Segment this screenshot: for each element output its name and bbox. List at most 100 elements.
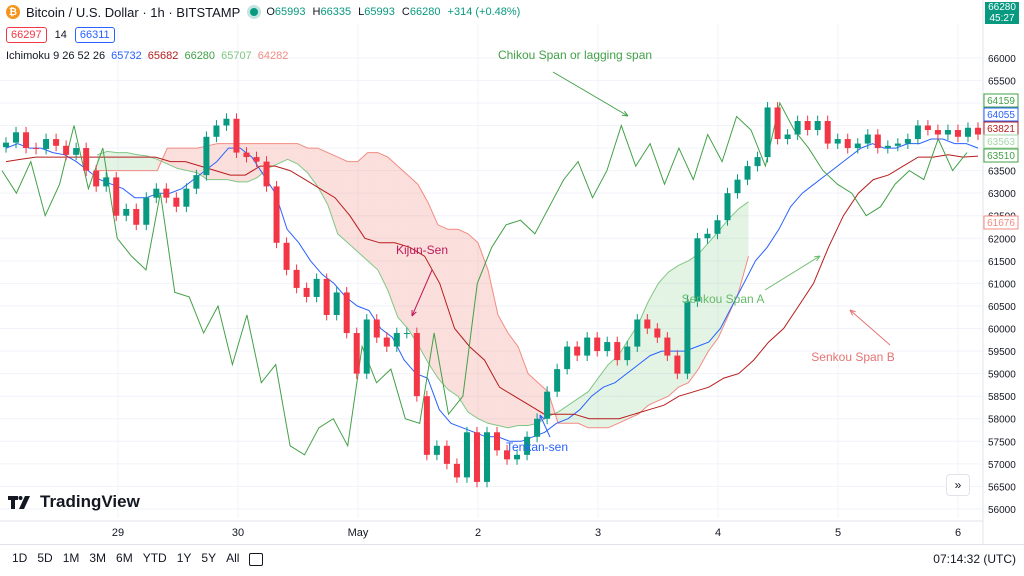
- candle-body: [323, 278, 330, 315]
- cloud-segment: [658, 272, 669, 401]
- candle-body: [13, 132, 20, 143]
- timeframe-ytd[interactable]: YTD: [142, 551, 167, 565]
- candle-body: [774, 107, 781, 140]
- timeframe-selector: 1D 5D 1M 3M 6M YTD 1Y 5Y All: [12, 551, 264, 566]
- price-tick-label: 63000: [988, 189, 1016, 200]
- cloud-segment: [137, 154, 148, 171]
- cloud-segment: [387, 157, 398, 318]
- scroll-to-realtime-button[interactable]: »: [946, 474, 970, 496]
- candle-body: [954, 130, 961, 137]
- candle-body: [594, 337, 601, 352]
- candle-body: [574, 346, 581, 356]
- candle-body: [964, 127, 971, 137]
- bottom-toolbar: 1D 5D 1M 3M 6M YTD 1Y 5Y All 07:14:32 (U…: [0, 544, 1024, 575]
- annotation-arrowhead: [849, 309, 856, 316]
- candle-body: [333, 292, 340, 315]
- cloud-segment: [407, 175, 418, 345]
- time-tick-label: 3: [595, 527, 601, 539]
- timeframe-1y[interactable]: 1Y: [176, 551, 192, 565]
- candle-body: [674, 355, 681, 374]
- brand-name: TradingView: [40, 492, 140, 511]
- sell-button[interactable]: 66297: [6, 27, 47, 43]
- time-axis: 29 30 May 2 3 4 5 6: [0, 520, 983, 539]
- symbol-title[interactable]: Bitcoin / U.S. Dollar · 1h · BITSTAMP: [26, 4, 241, 20]
- spread-value: 14: [54, 29, 67, 41]
- tenkan-value: 65732: [111, 50, 142, 62]
- candle-body: [764, 107, 771, 158]
- price-tick-label: 56000: [988, 505, 1016, 516]
- utc-clock[interactable]: 07:14:32 (UTC): [933, 552, 1016, 566]
- candle-body: [634, 319, 641, 347]
- ohlc-values: O65993 H66335 L65993 C66280 +314 (+0.48%…: [266, 6, 521, 18]
- cloud-segment: [668, 265, 679, 397]
- cloud-segment: [167, 148, 178, 169]
- candle-body: [73, 148, 80, 155]
- price-axis-badge-box: [983, 215, 1019, 230]
- cloud-segment: [498, 314, 509, 428]
- cloud-segment: [477, 242, 488, 424]
- cloud-segment: [578, 391, 589, 428]
- cloud-segment: [638, 301, 649, 415]
- cloud-segment: [357, 152, 368, 261]
- price-axis-badge: 61676: [983, 215, 1019, 230]
- timeframe-5d[interactable]: 5D: [37, 551, 53, 565]
- cloud-segment: [117, 152, 128, 171]
- candle-body: [794, 120, 801, 135]
- price-axis-badge-label: 63563: [987, 137, 1015, 148]
- annotation-label: Kijun-Sen: [396, 243, 448, 257]
- candle-body: [804, 120, 811, 131]
- tradingview-icon: [8, 496, 30, 509]
- price-tick-label: 60500: [988, 302, 1016, 313]
- candle-body: [534, 418, 541, 437]
- price-tick-label: 61500: [988, 257, 1016, 268]
- candle-body: [163, 188, 170, 198]
- indicator-legend[interactable]: Ichimoku 9 26 52 26 65732 65682 66280 65…: [6, 50, 291, 62]
- timeframe-3m[interactable]: 3M: [89, 551, 107, 565]
- timeframe-6m[interactable]: 6M: [116, 551, 133, 565]
- cloud-segment: [708, 231, 719, 352]
- timeframe-1d[interactable]: 1D: [12, 551, 28, 565]
- candle-body: [423, 396, 430, 455]
- kijun-sen-line: [5, 154, 979, 420]
- timeframe-5y[interactable]: 5Y: [201, 551, 217, 565]
- cloud-segment: [457, 229, 468, 412]
- candle-body: [684, 301, 691, 374]
- candle-body: [93, 170, 100, 187]
- cloud-segment: [327, 152, 338, 234]
- candle-body: [473, 432, 480, 482]
- calendar-icon[interactable]: [249, 553, 264, 566]
- price-tick-label: 62000: [988, 234, 1016, 245]
- candle-body: [403, 333, 410, 335]
- cloud-segment: [608, 355, 619, 428]
- candle-body: [834, 139, 841, 144]
- timeframe-1m[interactable]: 1M: [62, 551, 80, 565]
- candle-body: [2, 142, 10, 148]
- cloud-segment: [287, 143, 298, 164]
- candle-body: [784, 134, 791, 140]
- candle-body: [734, 179, 741, 194]
- chikou-value: 66280: [184, 50, 216, 62]
- candle-body: [814, 120, 821, 131]
- candle-body: [343, 292, 350, 334]
- price-tick-label: 59000: [988, 370, 1016, 381]
- candle-body: [83, 148, 90, 171]
- cloud-segment: [337, 157, 348, 243]
- price-tick-label: 59500: [988, 347, 1016, 358]
- buy-button[interactable]: 66311: [74, 27, 115, 43]
- candle-body: [854, 143, 861, 149]
- time-tick-label: 30: [232, 527, 244, 539]
- candle-body: [934, 130, 941, 135]
- price-axis-badge: 64055: [983, 107, 1019, 122]
- candle-body: [904, 139, 911, 144]
- annotation-arrow: [849, 309, 891, 346]
- cloud-segment: [728, 208, 739, 315]
- timeframe-all[interactable]: All: [226, 551, 240, 565]
- candle-body: [313, 278, 320, 297]
- candle-body: [724, 193, 731, 221]
- tradingview-logo[interactable]: TradingView: [8, 492, 140, 512]
- candle-body: [914, 125, 921, 140]
- candle-body: [43, 139, 50, 149]
- candle-body: [433, 445, 440, 455]
- chevron-right-icon: »: [954, 478, 962, 492]
